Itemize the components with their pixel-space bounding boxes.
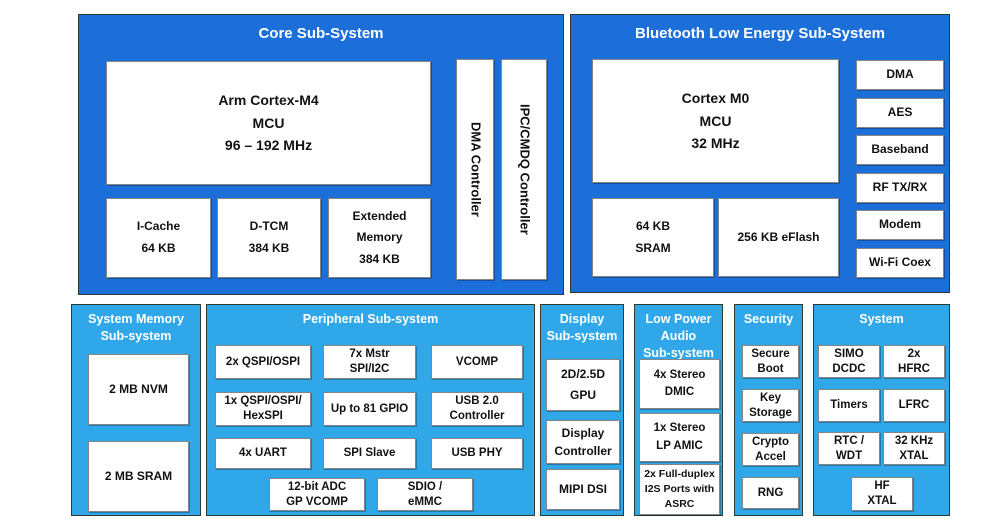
gpu-box: 2D/2.5D GPU [546, 359, 620, 411]
dma-controller-box: DMA Controller [456, 59, 494, 280]
display-controller-box: Display Controller [546, 420, 620, 464]
core-subsystem-panel: Core Sub-System Arm Cortex-M4 MCU 96 – 1… [78, 14, 564, 295]
system-memory-panel: System Memory Sub-system 2 MB NVM 2 MB S… [71, 304, 201, 516]
hfrc-box: 2x HFRC [883, 345, 945, 378]
security-title: Security [743, 312, 794, 326]
ble-aes-box: AES [856, 98, 944, 128]
simo-dcdc-box: SIMO DCDC [818, 345, 880, 378]
ble-subsystem-title: Bluetooth Low Energy Sub-System [634, 25, 886, 42]
ble-baseband-box: Baseband [856, 135, 944, 165]
vcomp-box: VCOMP [431, 345, 523, 379]
ble-rf-txrx-box: RF TX/RX [856, 173, 944, 203]
display-subsystem-title: Display Sub-system [546, 312, 618, 343]
sdio-emmc-box: SDIO / eMMC [377, 478, 473, 511]
usb-controller-box: USB 2.0 Controller [431, 392, 523, 426]
ble-modem-box: Modem [856, 210, 944, 240]
xtal-32khz-box: 32 KHz XTAL [883, 432, 945, 465]
icache-box: I-Cache 64 KB [106, 198, 211, 278]
ipc-cmdq-controller-box: IPC/CMDQ Controller [501, 59, 547, 280]
hexspi-box: 1x QSPI/OSPI/ HexSPI [215, 392, 311, 426]
arm-cortex-m4-mcu-box: Arm Cortex-M4 MCU 96 – 192 MHz [106, 61, 431, 185]
mstr-spi-i2c-box: 7x Mstr SPI/I2C [323, 345, 416, 379]
ble-subsystem-panel: Bluetooth Low Energy Sub-System Cortex M… [570, 14, 950, 293]
rtc-wdt-box: RTC / WDT [818, 432, 880, 465]
system-panel: System SIMO DCDC 2x HFRC Timers LFRC RTC… [813, 304, 950, 516]
audio-subsystem-title: Low Power Audio Sub-system [643, 312, 714, 360]
i2s-asrc-box: 2x Full-duplex I2S Ports with ASRC [639, 464, 720, 515]
lfrc-box: LFRC [883, 389, 945, 422]
extended-memory-box: Extended Memory 384 KB [328, 198, 431, 278]
adc-vcomp-box: 12-bit ADC GP VCOMP [269, 478, 365, 511]
ble-eflash-box: 256 KB eFlash [718, 198, 839, 277]
key-storage-box: Key Storage [742, 389, 799, 422]
spi-slave-box: SPI Slave [323, 438, 416, 469]
crypto-accel-box: Crypto Accel [742, 433, 799, 466]
qspi-ospi-box: 2x QSPI/OSPI [215, 345, 311, 379]
ble-dma-box: DMA [856, 60, 944, 90]
security-panel: Security Secure Boot Key Storage Crypto … [734, 304, 803, 516]
secure-boot-box: Secure Boot [742, 345, 799, 378]
system-title: System [859, 312, 904, 326]
dtcm-box: D-TCM 384 KB [217, 198, 321, 278]
peripheral-subsystem-title: Peripheral Sub-system [302, 312, 439, 326]
hf-xtal-box: HF XTAL [851, 477, 913, 511]
timers-box: Timers [818, 389, 880, 422]
dmic-box: 4x Stereo DMIC [639, 359, 720, 409]
uart-box: 4x UART [215, 438, 311, 469]
ble-wifi-coex-box: Wi-Fi Coex [856, 248, 944, 278]
audio-subsystem-panel: Low Power Audio Sub-system 4x Stereo DMI… [634, 304, 723, 516]
mipi-dsi-box: MIPI DSI [546, 469, 620, 510]
rng-box: RNG [742, 477, 799, 509]
nvm-box: 2 MB NVM [88, 354, 189, 425]
peripheral-subsystem-panel: Peripheral Sub-system 2x QSPI/OSPI 7x Ms… [206, 304, 535, 516]
ble-sram-box: 64 KB SRAM [592, 198, 714, 277]
core-subsystem-title: Core Sub-System [258, 25, 384, 42]
gpio-box: Up to 81 GPIO [323, 392, 416, 426]
usb-phy-box: USB PHY [431, 438, 523, 469]
sram-box: 2 MB SRAM [88, 441, 189, 512]
cortex-m0-mcu-box: Cortex M0 MCU 32 MHz [592, 59, 839, 183]
amic-box: 1x Stereo LP AMIC [639, 413, 720, 462]
display-subsystem-panel: Display Sub-system 2D/2.5D GPU Display C… [540, 304, 624, 516]
system-memory-title: System Memory Sub-system [88, 312, 184, 343]
